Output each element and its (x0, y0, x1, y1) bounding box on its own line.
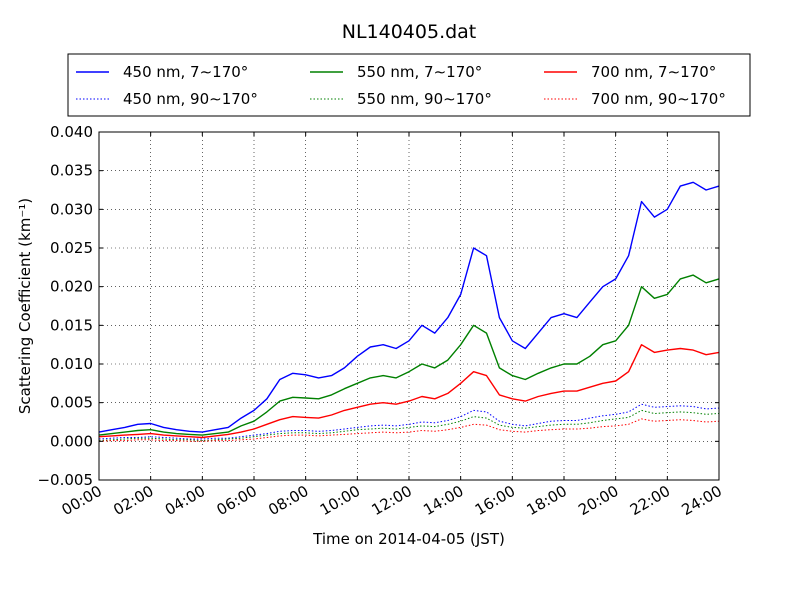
legend: 450 nm, 7∼170° 550 nm, 7∼170° 700 nm, 7∼17… (67, 53, 751, 117)
y-tick-label: 0.010 (50, 355, 93, 373)
x-tick-label: 16:00 (472, 482, 518, 519)
legend-label: 700 nm, 7∼170° (591, 63, 716, 81)
legend-label: 700 nm, 90∼170° (591, 90, 726, 108)
series-group (98, 181, 720, 442)
y-tick-label: 0.035 (50, 162, 93, 180)
y-tick-label: 0.000 (50, 432, 93, 450)
x-tick-label: 22:00 (627, 482, 673, 519)
series-line (98, 274, 720, 436)
x-tick-label: 06:00 (214, 482, 260, 519)
x-tick-label: 18:00 (524, 482, 570, 519)
x-tick-label: 20:00 (575, 482, 621, 519)
x-tick-label: 04:00 (162, 482, 208, 519)
x-axis-label: Time on 2014-04-05 (JST) (312, 530, 505, 548)
x-tick-label: 14:00 (420, 482, 466, 519)
y-tick-label: 0.005 (50, 394, 93, 412)
y-tick-label: 0.040 (50, 123, 93, 141)
y-tick-label: 0.020 (50, 278, 93, 296)
y-tick-label: −0.005 (37, 471, 93, 489)
axis-ticks: 00:00 02:00 04:00 06:00 08:00 10:00 12:00 14:00… (37, 123, 725, 519)
series-line (98, 409, 720, 442)
legend-label: 550 nm, 90∼170° (357, 90, 492, 108)
y-axis-label: Scattering Coefficient (km⁻¹) (16, 198, 34, 414)
legend-label: 550 nm, 7∼170° (357, 63, 482, 81)
x-tick-label: 24:00 (679, 482, 725, 519)
series-line (98, 344, 720, 439)
chart-title: NL140405.dat (342, 21, 477, 43)
series-line (98, 403, 720, 440)
plot-area (99, 132, 719, 480)
x-tick-label: 12:00 (369, 482, 415, 519)
legend-label: 450 nm, 7∼170° (123, 63, 248, 81)
x-tick-label: 08:00 (265, 482, 311, 519)
y-tick-label: 0.015 (50, 316, 93, 334)
legend-frame (67, 53, 751, 117)
legend-label: 450 nm, 90∼170° (123, 90, 258, 108)
x-tick-label: 02:00 (110, 482, 156, 519)
y-tick-label: 0.030 (50, 200, 93, 218)
series-line (98, 418, 720, 442)
x-tick-label: 10:00 (317, 482, 363, 519)
series-line (98, 181, 720, 433)
y-tick-label: 0.025 (50, 239, 93, 257)
